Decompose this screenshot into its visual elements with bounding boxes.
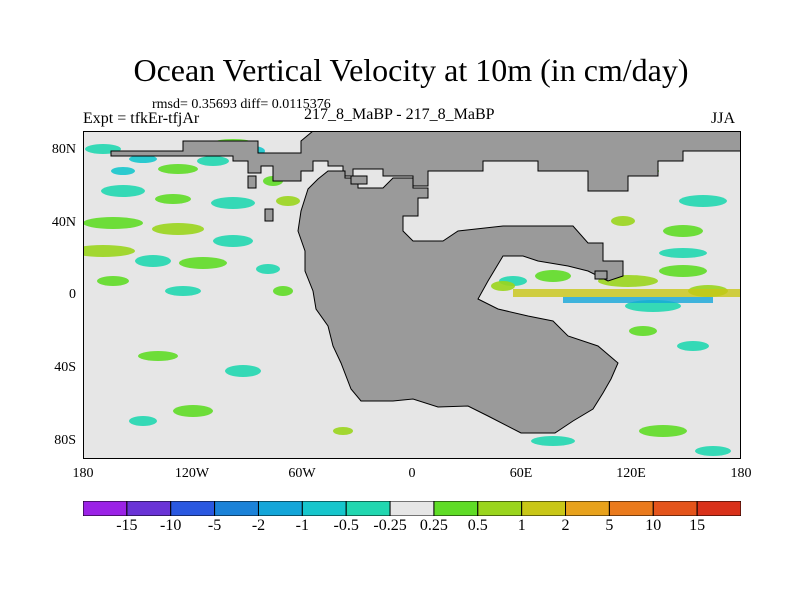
y-tick-label: 0: [69, 287, 76, 302]
velocity-patch: [138, 351, 178, 361]
velocity-patch: [677, 341, 709, 351]
colorbar-box: [652, 501, 698, 516]
colorbar-label: 0.5: [467, 517, 488, 534]
land-island-4: [594, 270, 608, 280]
colorbar-label: -2: [251, 517, 266, 534]
equatorial-band: [563, 297, 713, 303]
colorbar-box: [433, 501, 479, 516]
velocity-patch: [659, 248, 707, 258]
colorbar-box: [521, 501, 567, 516]
velocity-patch: [639, 425, 687, 437]
equatorial-band: [513, 289, 741, 297]
colorbar-label: 2: [561, 517, 570, 534]
velocity-patch: [165, 286, 201, 296]
colorbar-label: -10: [160, 517, 182, 534]
land-supercontinent: [297, 170, 624, 434]
velocity-patch: [531, 436, 575, 446]
stats-text: rmsd= 0.35693 diff= 0.0115376: [152, 97, 331, 112]
x-tick-label: 120E: [616, 466, 646, 481]
velocity-patch: [197, 156, 229, 166]
velocity-patch: [158, 164, 198, 174]
map-frame: [83, 131, 741, 459]
colorbar-label: 10: [645, 517, 662, 534]
y-tick-label: 40S: [54, 360, 76, 375]
velocity-patch: [679, 195, 727, 207]
y-tick-label: 80N: [51, 142, 76, 157]
velocity-patch: [101, 185, 145, 197]
land-layer: [110, 131, 741, 434]
x-tick-label: 0: [408, 466, 416, 481]
colorbar-label: -5: [207, 517, 222, 534]
velocity-patch: [663, 225, 703, 237]
colorbar-label: -1: [295, 517, 309, 534]
colorbar-label: 1: [517, 517, 526, 534]
colorbar-box: [608, 501, 654, 516]
velocity-patch: [225, 365, 261, 377]
colorbar-box: [83, 501, 128, 516]
velocity-patch: [333, 427, 353, 435]
velocity-patch: [83, 217, 143, 229]
y-tick-label: 80S: [54, 433, 76, 448]
velocity-patch: [135, 255, 171, 267]
runs-label: 217_8_MaBP - 217_8_MaBP: [304, 106, 495, 123]
y-tick-label: 40N: [51, 215, 76, 230]
colorbar-label: 15: [689, 517, 706, 534]
land-island-1: [247, 175, 257, 189]
colorbar-box: [301, 501, 347, 516]
colorbar-box: [477, 501, 523, 516]
velocity-patch: [173, 405, 213, 417]
colorbar: [83, 501, 741, 516]
velocity-patch: [695, 446, 731, 456]
colorbar-label: -0.25: [373, 517, 407, 534]
colorbar-box: [696, 501, 741, 516]
colorbar-box: [126, 501, 172, 516]
colorbar-label: -15: [116, 517, 138, 534]
colorbar-box: [214, 501, 259, 516]
velocity-patch: [152, 223, 204, 235]
season-label: JJA: [711, 110, 736, 127]
velocity-patch: [491, 281, 515, 291]
x-tick-label: 60E: [509, 466, 533, 481]
colorbar-label: 0.25: [419, 517, 448, 534]
land-island-2: [264, 208, 274, 222]
colorbar-box: [170, 501, 216, 516]
x-tick-label: 180: [730, 466, 752, 481]
colorbar-box: [257, 501, 303, 516]
experiment-label: Expt = tfkEr-tfjAr: [83, 110, 200, 127]
map-svg: [83, 131, 741, 459]
velocity-patch: [179, 257, 227, 269]
colorbar-box: [565, 501, 610, 516]
colorbar-box: [345, 501, 391, 516]
land-island-3: [350, 175, 368, 185]
velocity-patch: [97, 276, 129, 286]
velocity-patch: [211, 197, 255, 209]
velocity-patch: [213, 235, 253, 247]
velocity-patch: [83, 245, 135, 257]
velocity-patch: [111, 167, 135, 175]
velocity-patch: [276, 196, 300, 206]
velocity-patch: [611, 216, 635, 226]
velocity-patch: [659, 265, 707, 277]
velocity-patch: [129, 155, 157, 163]
x-tick-label: 180: [72, 466, 94, 481]
map-plot: [83, 131, 741, 459]
velocity-patch: [273, 286, 293, 296]
chart-title: Ocean Vertical Velocity at 10m (in cm/da…: [133, 52, 689, 88]
colorbar-label: -0.5: [333, 517, 359, 534]
colorbar-box: [389, 501, 435, 516]
velocity-patch: [629, 326, 657, 336]
colorbar-label: 5: [605, 517, 614, 534]
x-tick-label: 60W: [288, 466, 316, 481]
velocity-patch: [535, 270, 571, 282]
velocity-patch: [155, 194, 191, 204]
velocity-patch: [256, 264, 280, 274]
x-tick-label: 120W: [174, 466, 210, 481]
velocity-patch: [129, 416, 157, 426]
